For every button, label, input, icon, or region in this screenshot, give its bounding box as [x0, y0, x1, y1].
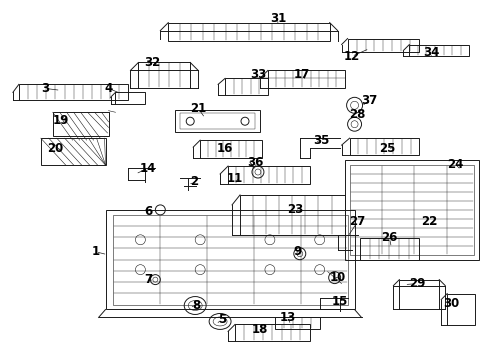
Text: 21: 21	[190, 102, 206, 115]
Text: 11: 11	[226, 171, 243, 185]
Text: 29: 29	[408, 277, 425, 290]
Text: 5: 5	[218, 313, 226, 326]
Text: 35: 35	[313, 134, 329, 147]
Text: 4: 4	[104, 82, 112, 95]
Text: 14: 14	[140, 162, 156, 175]
Text: 19: 19	[52, 114, 69, 127]
Text: 18: 18	[251, 323, 267, 336]
Text: 16: 16	[217, 141, 233, 155]
Text: 17: 17	[293, 68, 309, 81]
Text: 10: 10	[329, 271, 345, 284]
Text: 9: 9	[293, 245, 301, 258]
Text: 33: 33	[249, 68, 265, 81]
Text: 25: 25	[379, 141, 395, 155]
Text: 20: 20	[47, 141, 64, 155]
Text: 37: 37	[361, 94, 377, 107]
Text: 30: 30	[442, 297, 458, 310]
Text: 7: 7	[144, 273, 152, 286]
Text: 1: 1	[91, 245, 100, 258]
Text: 3: 3	[41, 82, 49, 95]
Text: 27: 27	[349, 215, 365, 228]
Text: 13: 13	[279, 311, 295, 324]
Text: 34: 34	[422, 46, 439, 59]
Text: 28: 28	[348, 108, 365, 121]
Text: 26: 26	[381, 231, 397, 244]
Text: 23: 23	[286, 203, 302, 216]
Text: 31: 31	[269, 12, 285, 25]
Text: 36: 36	[246, 156, 263, 168]
Text: 22: 22	[420, 215, 436, 228]
Text: 8: 8	[192, 299, 200, 312]
Text: 12: 12	[343, 50, 359, 63]
Text: 32: 32	[144, 56, 160, 69]
Text: 2: 2	[190, 175, 198, 189]
Text: 6: 6	[144, 205, 152, 219]
Text: 15: 15	[331, 295, 347, 308]
Text: 24: 24	[446, 158, 463, 171]
